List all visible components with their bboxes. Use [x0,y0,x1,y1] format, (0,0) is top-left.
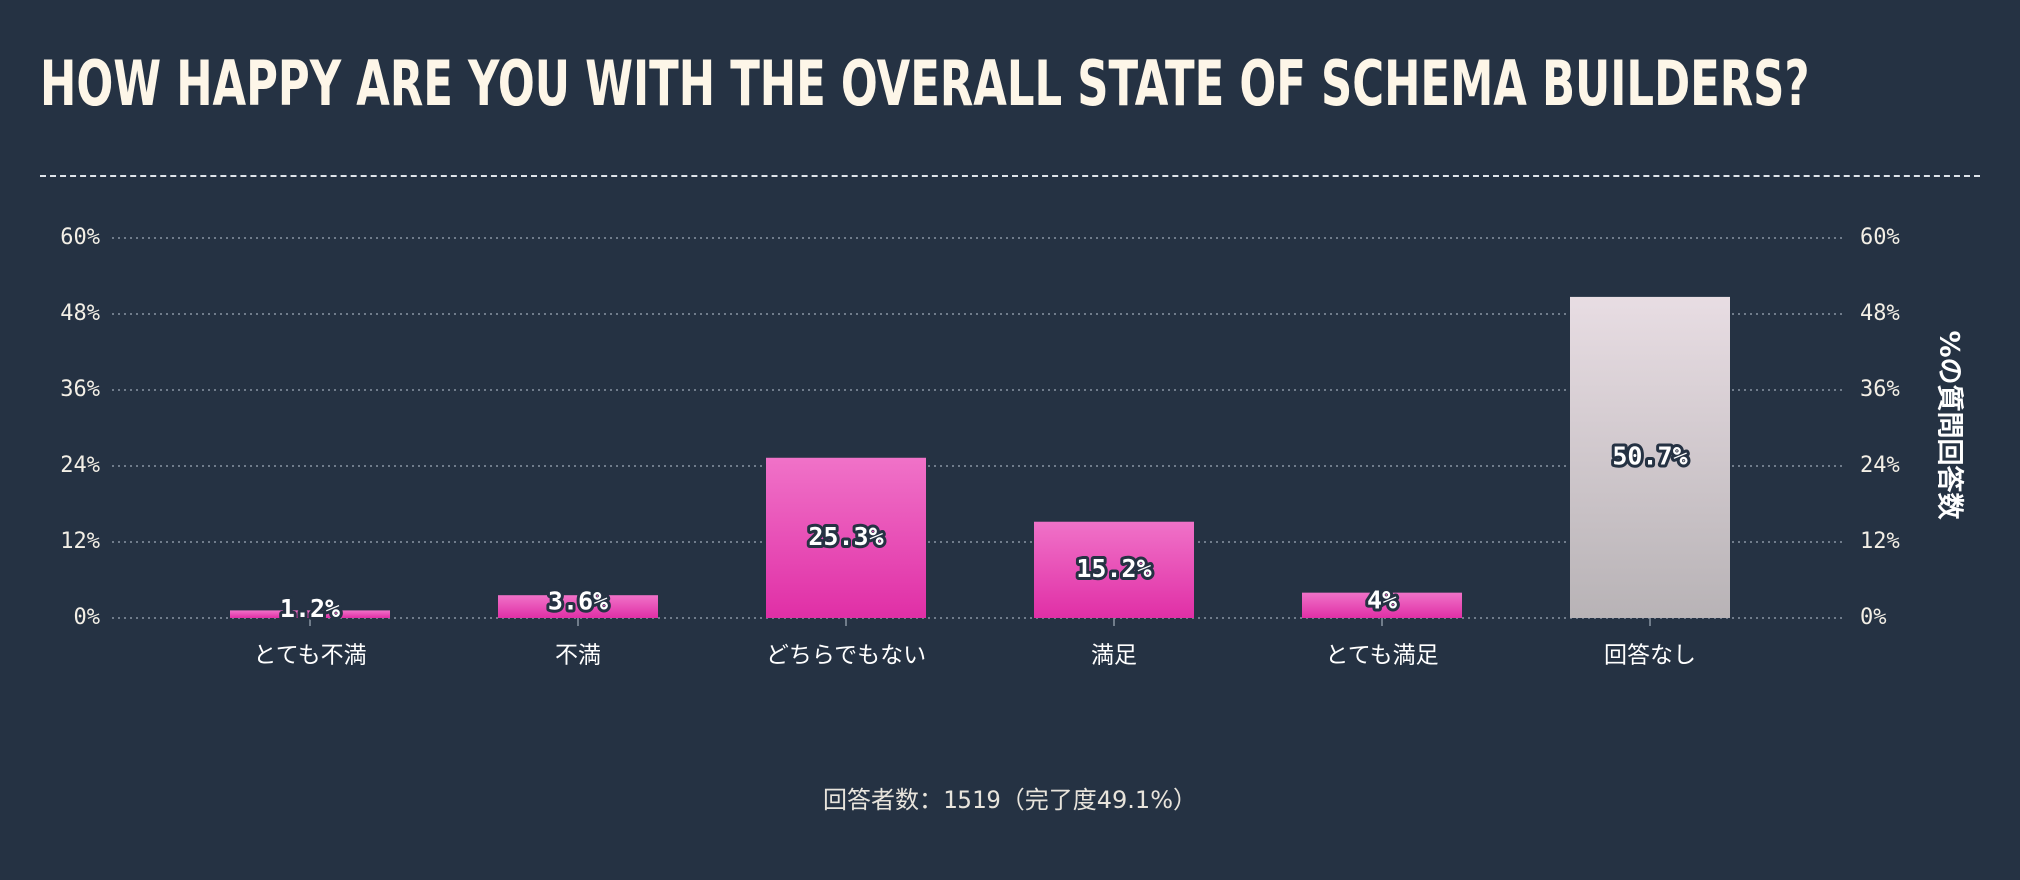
x-category-label: 回答なし [1604,643,1696,669]
y-tick-label-right: 60% [1860,225,1900,250]
bar [498,595,658,618]
y-tick-label-right: 48% [1860,301,1900,326]
y-tick-label-right: 24% [1860,453,1900,478]
bars [230,296,1730,618]
bar [1570,296,1730,618]
bar [230,610,390,618]
bar-value-label: 15.2% [1076,554,1151,583]
respondent-summary: 回答者数：1519（完了度49.1%） [0,780,2020,815]
y-tick-label-left: 60% [60,225,100,250]
y-tick-label-left: 0% [74,605,101,630]
y-axis-title: %の質問回答数 [1934,330,1966,520]
respondent-count: 1519 [942,786,1001,814]
y-tick-label-left: 48% [60,301,100,326]
x-category-label: とても不満 [253,643,366,669]
bar [1034,521,1194,618]
title-divider [40,175,1980,177]
x-category-label: とても満足 [1325,643,1438,669]
bar-value-label: 1.2% [280,594,340,623]
x-category-label: 不満 [555,643,601,669]
bar-value-label: 50.7% [1612,441,1687,470]
y-tick-label-right: 36% [1860,377,1900,402]
y-tick-label-left: 24% [60,453,100,478]
bar-value-label: 3.6% [548,587,608,616]
respondent-count-label: 回答者数： [822,786,943,814]
bar-value-label: 4% [1367,585,1397,614]
x-category-label: どちらでもない [766,643,926,669]
y-tick-label-right: 12% [1860,529,1900,554]
y-tick-label-left: 12% [60,529,100,554]
bar [766,457,926,618]
completion-rate: （完了度49.1%） [1000,786,1198,814]
y-tick-label-right: 0% [1860,605,1887,630]
x-category-label: 満足 [1091,643,1137,669]
bar [1302,592,1462,618]
grid-lines [112,237,1846,626]
y-tick-label-left: 36% [60,377,100,402]
bar-value-label: 25.3% [808,522,883,551]
labels: 0% 0% 12% 12% 24% 24% 36% 36% 48% 48% 60% 60% 1.2% とて… [60,225,1900,669]
